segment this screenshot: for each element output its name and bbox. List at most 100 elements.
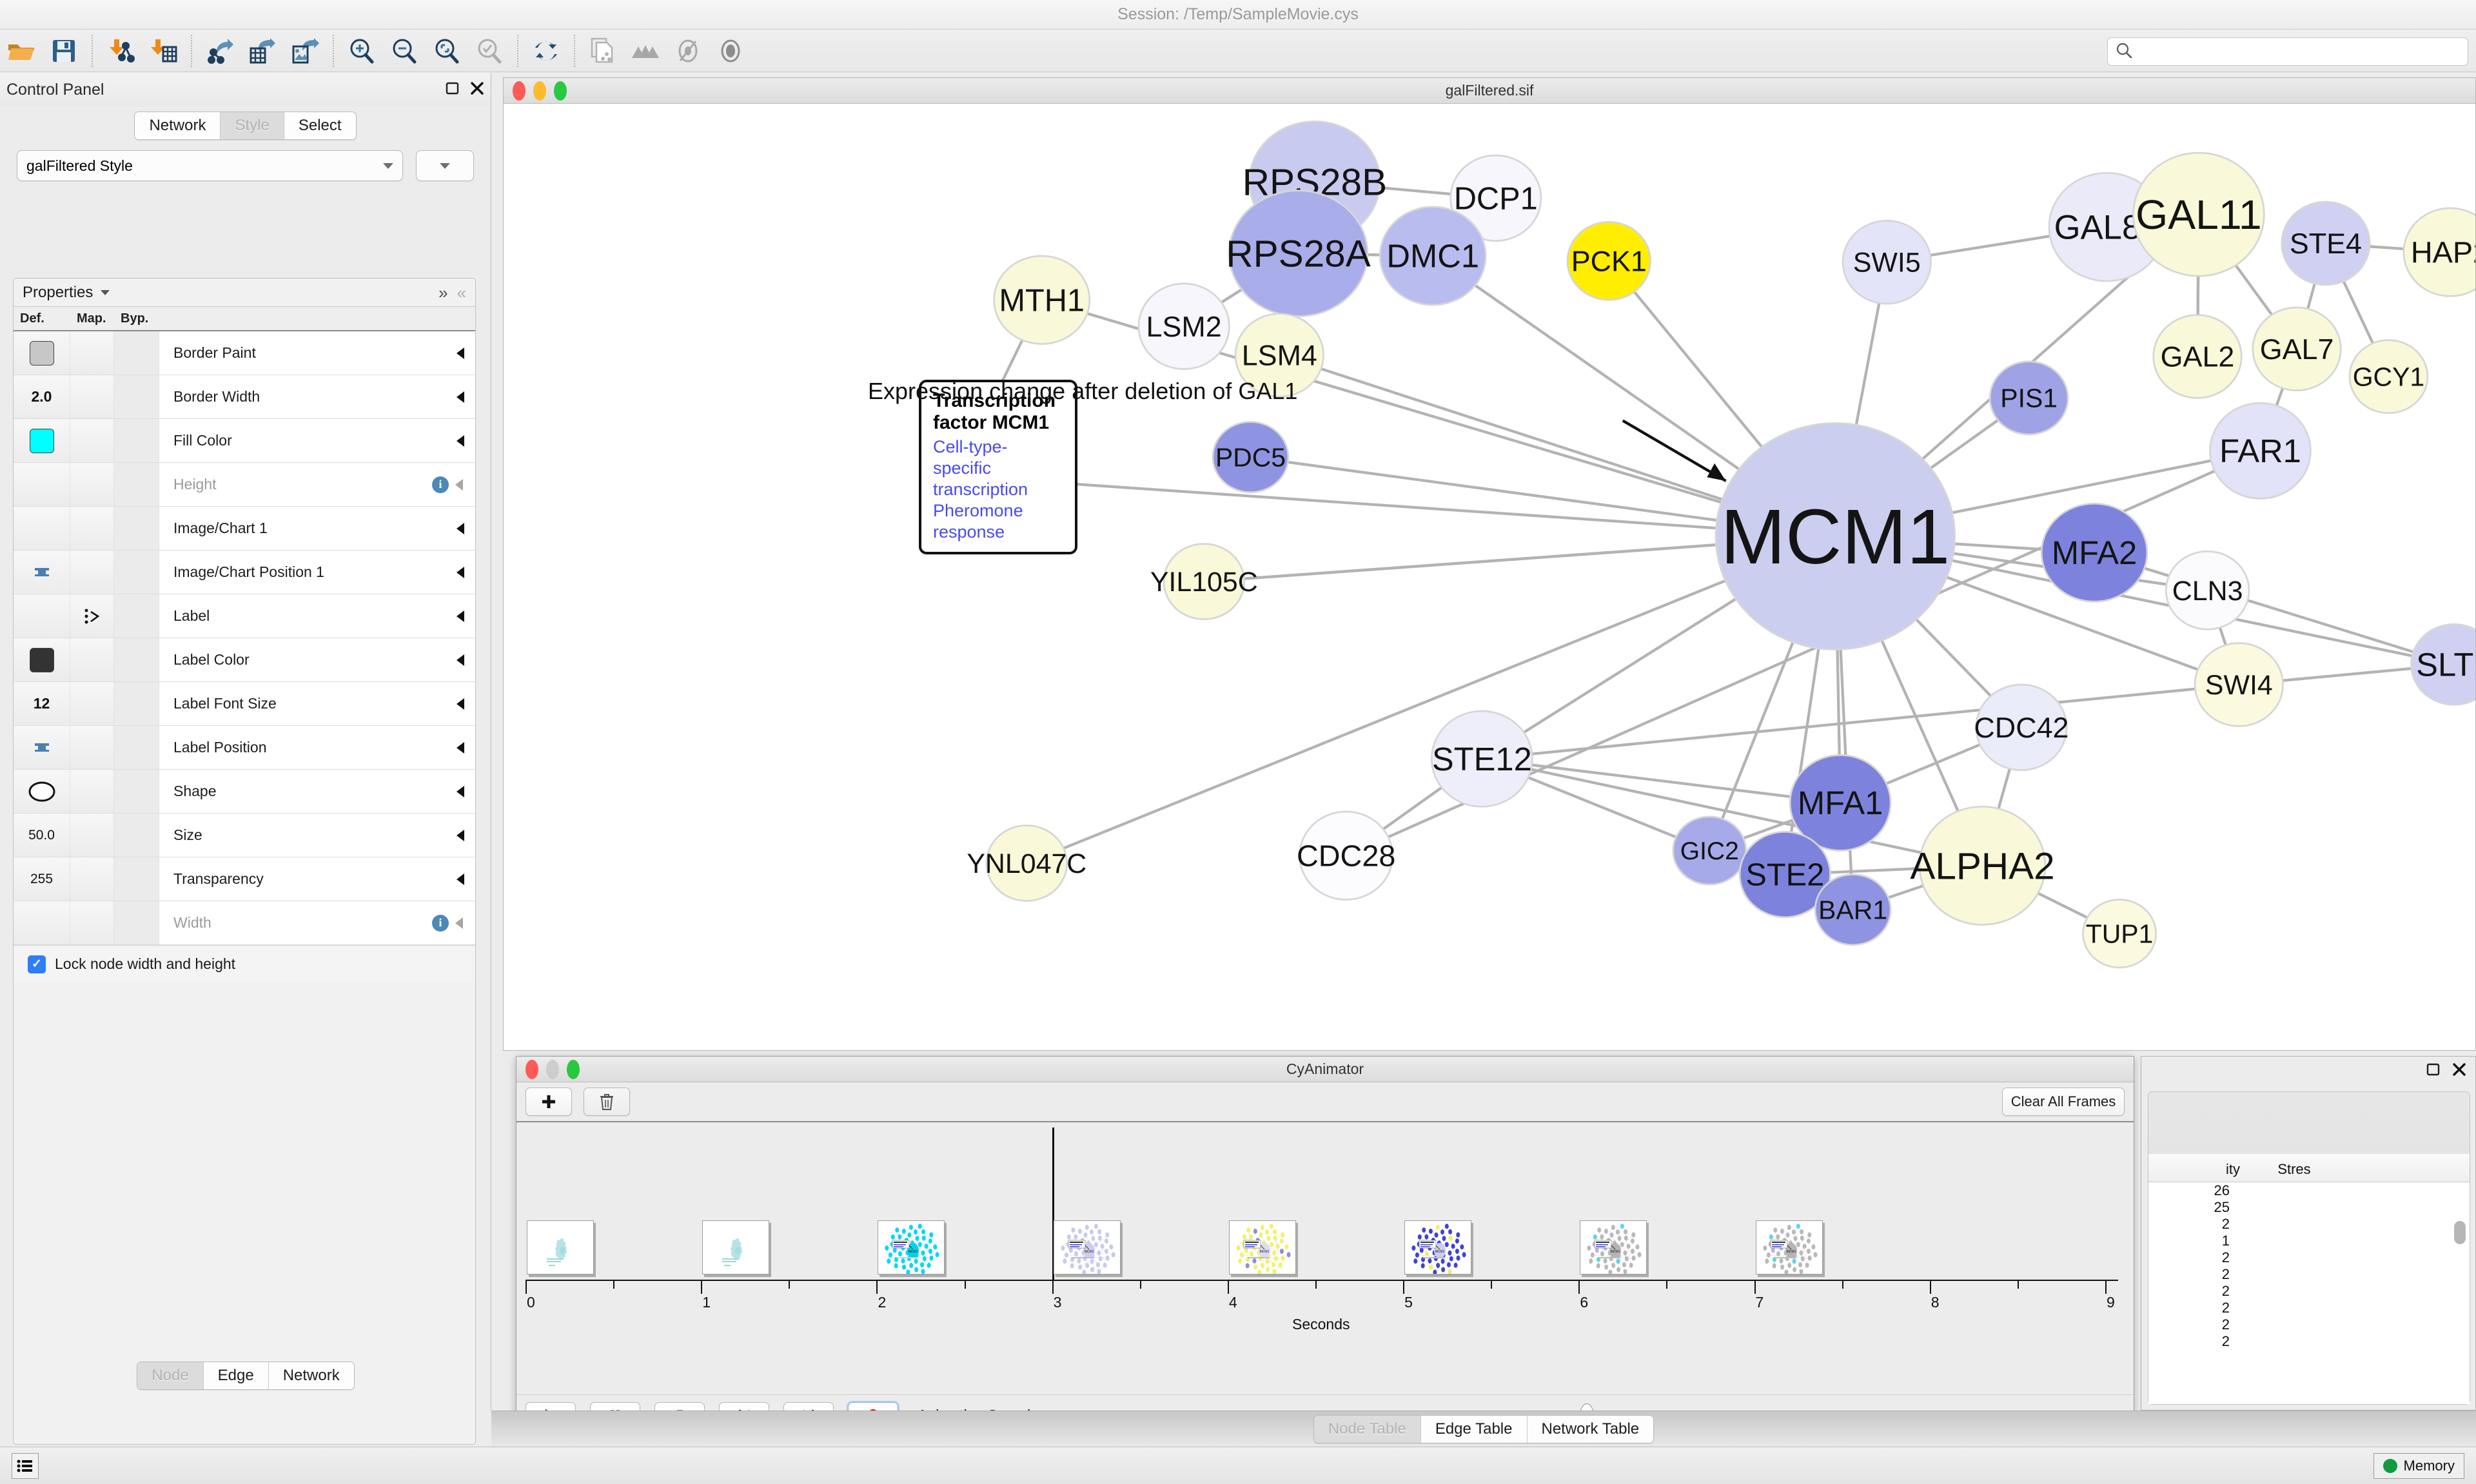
table-row[interactable]: 2 bbox=[2148, 1316, 2470, 1333]
property-bypass-cell[interactable] bbox=[114, 375, 159, 418]
network-node[interactable]: GAL2 bbox=[2152, 314, 2243, 399]
property-row[interactable]: Label Color bbox=[14, 638, 475, 682]
tab-select[interactable]: Select bbox=[284, 112, 356, 139]
property-bypass-cell[interactable] bbox=[114, 901, 159, 944]
network-node[interactable]: LSM2 bbox=[1137, 282, 1230, 370]
property-default-cell[interactable] bbox=[14, 726, 70, 769]
timeline-frame[interactable]: MCM1 bbox=[1755, 1220, 1823, 1274]
network-edge[interactable] bbox=[1482, 683, 2239, 761]
style-combo[interactable]: galFiltered Style bbox=[17, 150, 403, 181]
property-mapping-cell[interactable] bbox=[70, 594, 114, 638]
property-mapping-cell[interactable] bbox=[70, 901, 114, 944]
property-bypass-cell[interactable] bbox=[114, 463, 159, 506]
tab-network-table[interactable]: Network Table bbox=[1527, 1415, 1654, 1443]
network-node[interactable]: MCM1 bbox=[1715, 422, 1956, 650]
table-row[interactable]: 26 bbox=[2148, 1182, 2470, 1199]
network-node[interactable]: CLN3 bbox=[2165, 550, 2250, 630]
property-default-cell[interactable]: 50.0 bbox=[14, 814, 70, 857]
network-canvas[interactable]: RPS28B DCP1 RPS28A DMC1 PCK1 SWI5 GAL80 GAL11 ST… bbox=[504, 104, 2475, 1050]
property-row[interactable]: 2.0 Border Width bbox=[14, 375, 475, 419]
property-mapping-cell[interactable] bbox=[70, 375, 114, 418]
property-mapping-cell[interactable] bbox=[70, 857, 114, 901]
memory-status-button[interactable]: Memory bbox=[2373, 1452, 2464, 1479]
search-input[interactable] bbox=[2137, 43, 2460, 60]
search-box[interactable] bbox=[2107, 37, 2468, 66]
property-mapping-cell[interactable] bbox=[70, 507, 114, 550]
tab-node-table[interactable]: Node Table bbox=[1313, 1415, 1421, 1443]
info-icon[interactable]: i bbox=[432, 476, 449, 493]
refresh-icon[interactable] bbox=[525, 31, 567, 71]
table-col-stress[interactable]: Stres bbox=[2277, 1161, 2311, 1177]
property-bypass-cell[interactable] bbox=[114, 419, 159, 462]
tab-network[interactable]: Network bbox=[135, 112, 221, 139]
network-node[interactable]: GCY1 bbox=[2348, 339, 2429, 415]
property-mapping-cell[interactable] bbox=[70, 419, 114, 462]
network-node[interactable]: YNL047C bbox=[967, 825, 1086, 902]
export-image-icon[interactable] bbox=[284, 31, 326, 71]
property-bypass-cell[interactable] bbox=[114, 726, 159, 769]
network-node[interactable]: DCP1 bbox=[1449, 154, 1542, 242]
property-expand-arrow[interactable] bbox=[446, 594, 475, 638]
export-network-icon[interactable] bbox=[199, 31, 241, 71]
export-table-icon[interactable] bbox=[241, 31, 284, 71]
property-bypass-cell[interactable] bbox=[114, 594, 159, 638]
network-node[interactable]: CDC28 bbox=[1297, 810, 1395, 901]
lock-node-size-checkbox[interactable]: ✓ bbox=[28, 955, 46, 973]
import-network-icon[interactable] bbox=[99, 31, 142, 71]
network-node[interactable]: STE2 bbox=[1738, 830, 1831, 919]
property-row[interactable]: 12 Label Font Size bbox=[14, 682, 475, 726]
network-node[interactable]: HAP2 bbox=[2402, 207, 2475, 297]
property-mapping-cell[interactable] bbox=[70, 463, 114, 506]
timeline-frame[interactable] bbox=[702, 1220, 770, 1274]
timeline-frame[interactable]: MCM1 bbox=[1053, 1220, 1121, 1274]
clear-all-frames-button[interactable]: Clear All Frames bbox=[2002, 1088, 2125, 1116]
table-row[interactable]: 2 bbox=[2148, 1283, 2470, 1300]
node-annotation-box[interactable]: Transcription factor MCM1 Cell-type-spec… bbox=[919, 380, 1077, 554]
property-mapping-cell[interactable] bbox=[70, 726, 114, 769]
timeline-frame[interactable]: MCM1 bbox=[1228, 1220, 1296, 1274]
collapse-all-icon[interactable]: « bbox=[457, 282, 466, 302]
property-bypass-cell[interactable] bbox=[114, 507, 159, 550]
tab-edge-table[interactable]: Edge Table bbox=[1420, 1415, 1528, 1443]
close-window-button[interactable] bbox=[513, 81, 526, 101]
network-node[interactable]: MTH1 bbox=[993, 255, 1091, 345]
property-expand-arrow[interactable]: i bbox=[420, 901, 475, 944]
info-icon[interactable]: i bbox=[432, 914, 449, 932]
network-node[interactable]: ALPHA2 bbox=[1910, 805, 2055, 926]
color-swatch[interactable] bbox=[29, 340, 54, 366]
network-node[interactable]: MFA2 bbox=[2040, 502, 2148, 603]
animation-timeline[interactable]: MCM1 MCM1 MCM1 MCM1 MCM1 MCM1 0 1 2 3 4 5 6 7 8 9 Seco… bbox=[516, 1122, 2134, 1380]
property-expand-arrow[interactable] bbox=[446, 770, 475, 813]
property-default-cell[interactable] bbox=[14, 901, 70, 944]
property-expand-arrow[interactable] bbox=[446, 682, 475, 725]
property-expand-arrow[interactable]: i bbox=[420, 463, 475, 506]
network-edge[interactable] bbox=[1026, 534, 1836, 864]
table-vertical-scrollbar[interactable] bbox=[2454, 1221, 2466, 1244]
open-session-icon[interactable] bbox=[0, 31, 43, 71]
table-grid[interactable]: ity Stres 26 25 2 1 2 2 2 2 2 2 bbox=[2148, 1154, 2470, 1404]
property-row[interactable]: Width i bbox=[14, 901, 475, 945]
property-bypass-cell[interactable] bbox=[114, 814, 159, 857]
timeline-frame[interactable]: MCM1 bbox=[1404, 1220, 1472, 1274]
property-bypass-cell[interactable] bbox=[114, 551, 159, 594]
network-node[interactable]: GAL7 bbox=[2252, 306, 2342, 392]
import-table-icon[interactable] bbox=[142, 31, 184, 71]
network-node[interactable]: YIL105C bbox=[1150, 543, 1258, 620]
property-row[interactable]: 50.0 Size bbox=[14, 814, 475, 857]
zoom-selected-icon[interactable] bbox=[468, 31, 511, 71]
tab-network-style[interactable]: Network bbox=[268, 1362, 354, 1389]
network-node[interactable]: SWI4 bbox=[2194, 642, 2284, 727]
property-mapping-cell[interactable] bbox=[70, 682, 114, 725]
property-row[interactable]: Shape bbox=[14, 770, 475, 814]
zoom-out-icon[interactable] bbox=[383, 31, 426, 71]
table-row[interactable]: 2 bbox=[2148, 1333, 2470, 1350]
float-panel-icon[interactable] bbox=[446, 81, 460, 99]
expand-all-icon[interactable]: » bbox=[438, 282, 448, 302]
minimize-window-button[interactable] bbox=[533, 81, 546, 101]
property-expand-arrow[interactable] bbox=[446, 726, 475, 769]
tab-edge[interactable]: Edge bbox=[203, 1362, 269, 1389]
network-edge[interactable] bbox=[1482, 757, 1841, 805]
property-default-cell[interactable] bbox=[14, 770, 70, 813]
property-row[interactable]: Image/Chart 1 bbox=[14, 507, 475, 551]
network-node[interactable]: RPS28A bbox=[1226, 190, 1371, 317]
